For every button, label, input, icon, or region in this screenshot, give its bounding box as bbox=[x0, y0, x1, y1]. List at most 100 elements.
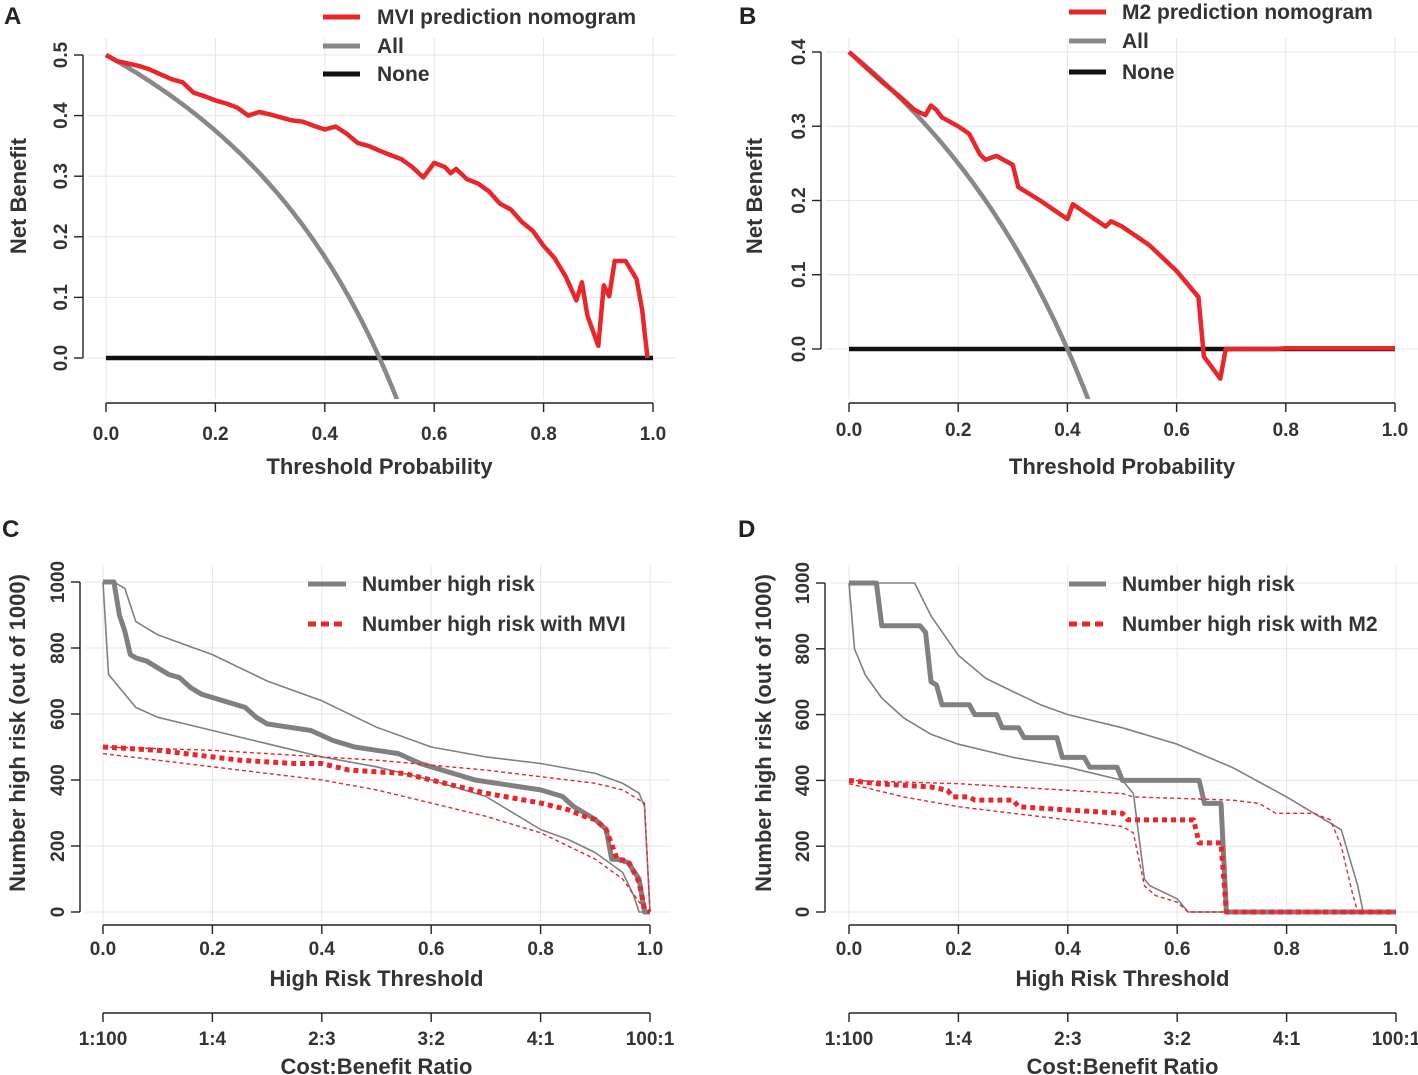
cost-benefit-axis: 1:100 1:4 2:3 3:2 4:1 100:1 Cost:Benefit Ratio bbox=[825, 1012, 1418, 1075]
panel-d: D 0.0 0.2 0.4 0.6 0.8 1.0 0 200 400 600 800 1000 High… bbox=[738, 516, 1418, 1075]
y-tick-label: 200 bbox=[793, 830, 814, 862]
legend: M2 prediction nomogram All None bbox=[1069, 1, 1373, 84]
legend-label: All bbox=[377, 35, 404, 58]
panel-letter: A bbox=[4, 3, 21, 30]
x-tick-label: 0.0 bbox=[836, 420, 862, 441]
x-tick-label: 0.6 bbox=[421, 424, 447, 445]
x-tick-label: 0.0 bbox=[90, 939, 116, 960]
series-number-high-risk-lower bbox=[848, 582, 1396, 913]
series-number-high-risk bbox=[103, 579, 650, 915]
y-tick-label: 0.4 bbox=[789, 38, 810, 65]
panel-c: C 0.0 0.2 0.4 0.6 0.8 1.0 0 200 400 600 800 1000 High… bbox=[2, 516, 675, 1075]
x-tick-label: 0.0 bbox=[836, 939, 862, 960]
y-tick-label: 400 bbox=[793, 765, 814, 797]
x-tick-label: 0.6 bbox=[1163, 420, 1189, 441]
x-axis-title: High Risk Threshold bbox=[270, 966, 484, 991]
x-tick-label: 0.2 bbox=[945, 420, 971, 441]
panel-letter: C bbox=[2, 516, 19, 543]
cost-benefit-tick-label: 100:1 bbox=[1372, 1029, 1418, 1050]
y-tick-label: 0.1 bbox=[51, 284, 72, 311]
plot-area bbox=[847, 50, 1395, 399]
x-tick-label: 1.0 bbox=[1382, 420, 1408, 441]
series-all-curve bbox=[104, 53, 400, 399]
legend-label: None bbox=[1122, 61, 1175, 84]
panel-letter: D bbox=[738, 516, 755, 543]
series-number-high-risk-event-lower bbox=[848, 783, 1396, 913]
cost-benefit-tick-label: 3:2 bbox=[417, 1029, 444, 1050]
x-tick-label: 0.4 bbox=[1054, 420, 1081, 441]
panel-a: A 0.0 0.2 0.4 0.6 0.8 1.0 0.0 0.1 0.2 0.3 0.4 0.5 Thr… bbox=[4, 3, 675, 479]
x-tick-label: 0.4 bbox=[309, 939, 336, 960]
y-tick-label: 0.0 bbox=[789, 336, 810, 362]
series-model-curve bbox=[104, 53, 650, 359]
cost-benefit-tick-label: 1:4 bbox=[945, 1029, 973, 1050]
y-axis-title: Number high risk (out of 1000) bbox=[5, 574, 30, 892]
y-tick-label: 0.2 bbox=[51, 224, 72, 250]
series-model-curve bbox=[847, 50, 1395, 381]
legend-label: All bbox=[1122, 30, 1149, 53]
legend-label: Number high risk bbox=[1122, 573, 1295, 596]
cost-benefit-tick-label: 2:3 bbox=[1054, 1029, 1081, 1050]
x-tick-label: 0.2 bbox=[202, 424, 228, 445]
legend: MVI prediction nomogram All None bbox=[323, 6, 636, 86]
legend-label: M2 prediction nomogram bbox=[1122, 1, 1373, 24]
y-tick-label: 600 bbox=[48, 698, 69, 730]
cost-benefit-tick-label: 4:1 bbox=[527, 1029, 555, 1050]
cost-benefit-axis: 1:100 1:4 2:3 3:2 4:1 100:1 Cost:Benefit Ratio bbox=[79, 1012, 675, 1075]
x-tick-label: 0.4 bbox=[312, 424, 339, 445]
y-tick-label: 1000 bbox=[48, 561, 69, 603]
y-tick-label: 0.1 bbox=[789, 261, 810, 288]
series-number-high-risk-upper bbox=[849, 582, 1396, 913]
x-tick-label: 0.6 bbox=[418, 939, 444, 960]
legend-label: Number high risk with M2 bbox=[1122, 613, 1378, 636]
x-axis-title: High Risk Threshold bbox=[1016, 966, 1230, 991]
series-number-high-risk-event-lower bbox=[102, 752, 651, 913]
y-tick-label: 0.2 bbox=[789, 187, 810, 213]
y-tick-label: 600 bbox=[793, 699, 814, 731]
x-tick-label: 0.2 bbox=[199, 939, 225, 960]
x-tick-label: 1.0 bbox=[640, 424, 666, 445]
y-tick-label: 0 bbox=[793, 907, 814, 918]
x-tick-label: 0.8 bbox=[1273, 420, 1299, 441]
series-number-high-risk-lower bbox=[102, 581, 650, 913]
cost-benefit-tick-label: 100:1 bbox=[626, 1029, 675, 1050]
y-tick-label: 800 bbox=[48, 632, 69, 664]
plot-area bbox=[102, 579, 652, 915]
panel-b: B 0.0 0.2 0.4 0.6 0.8 1.0 0.0 0.1 0.2 0.3 0.4 Thresh… bbox=[739, 1, 1418, 479]
panel-letter: B bbox=[739, 3, 756, 30]
y-tick-label: 0 bbox=[48, 907, 69, 918]
series-number-high-risk bbox=[849, 580, 1396, 915]
y-tick-label: 1000 bbox=[793, 562, 814, 604]
cost-benefit-tick-label: 4:1 bbox=[1273, 1029, 1301, 1050]
y-tick-label: 0.0 bbox=[51, 345, 72, 371]
y-tick-label: 0.3 bbox=[51, 163, 72, 189]
y-axis-title: Number high risk (out of 1000) bbox=[751, 574, 776, 892]
grid-lines bbox=[826, 38, 1418, 399]
x-tick-label: 0.0 bbox=[93, 424, 119, 445]
series-number-high-risk-event bbox=[848, 777, 1396, 915]
y-axis-title: Net Benefit bbox=[6, 137, 31, 254]
legend: Number high risk Number high risk with M2 bbox=[1069, 573, 1378, 636]
x-tick-label: 0.4 bbox=[1055, 939, 1082, 960]
legend: Number high risk Number high risk with MV… bbox=[308, 573, 626, 636]
legend-label: Number high risk bbox=[362, 573, 535, 596]
x-tick-label: 1.0 bbox=[1383, 939, 1409, 960]
series-number-high-risk-event-upper bbox=[848, 779, 1396, 913]
cost-benefit-tick-label: 1:100 bbox=[825, 1029, 874, 1050]
grid-lines bbox=[85, 565, 670, 921]
y-tick-label: 400 bbox=[48, 764, 69, 796]
y-tick-label: 200 bbox=[48, 830, 69, 862]
plot-area bbox=[104, 53, 653, 399]
x-axis-title: Threshold Probability bbox=[1009, 454, 1236, 479]
cost-benefit-title: Cost:Benefit Ratio bbox=[281, 1054, 473, 1075]
legend-label: MVI prediction nomogram bbox=[377, 6, 636, 29]
grid-lines bbox=[88, 38, 675, 399]
cost-benefit-tick-label: 1:4 bbox=[199, 1029, 227, 1050]
y-axis-title: Net Benefit bbox=[742, 137, 767, 254]
series-number-high-risk-event bbox=[102, 744, 652, 915]
y-tick-label: 0.3 bbox=[789, 113, 810, 139]
cost-benefit-title: Cost:Benefit Ratio bbox=[1027, 1054, 1219, 1075]
x-tick-label: 0.8 bbox=[527, 939, 553, 960]
x-tick-label: 0.8 bbox=[1273, 939, 1299, 960]
